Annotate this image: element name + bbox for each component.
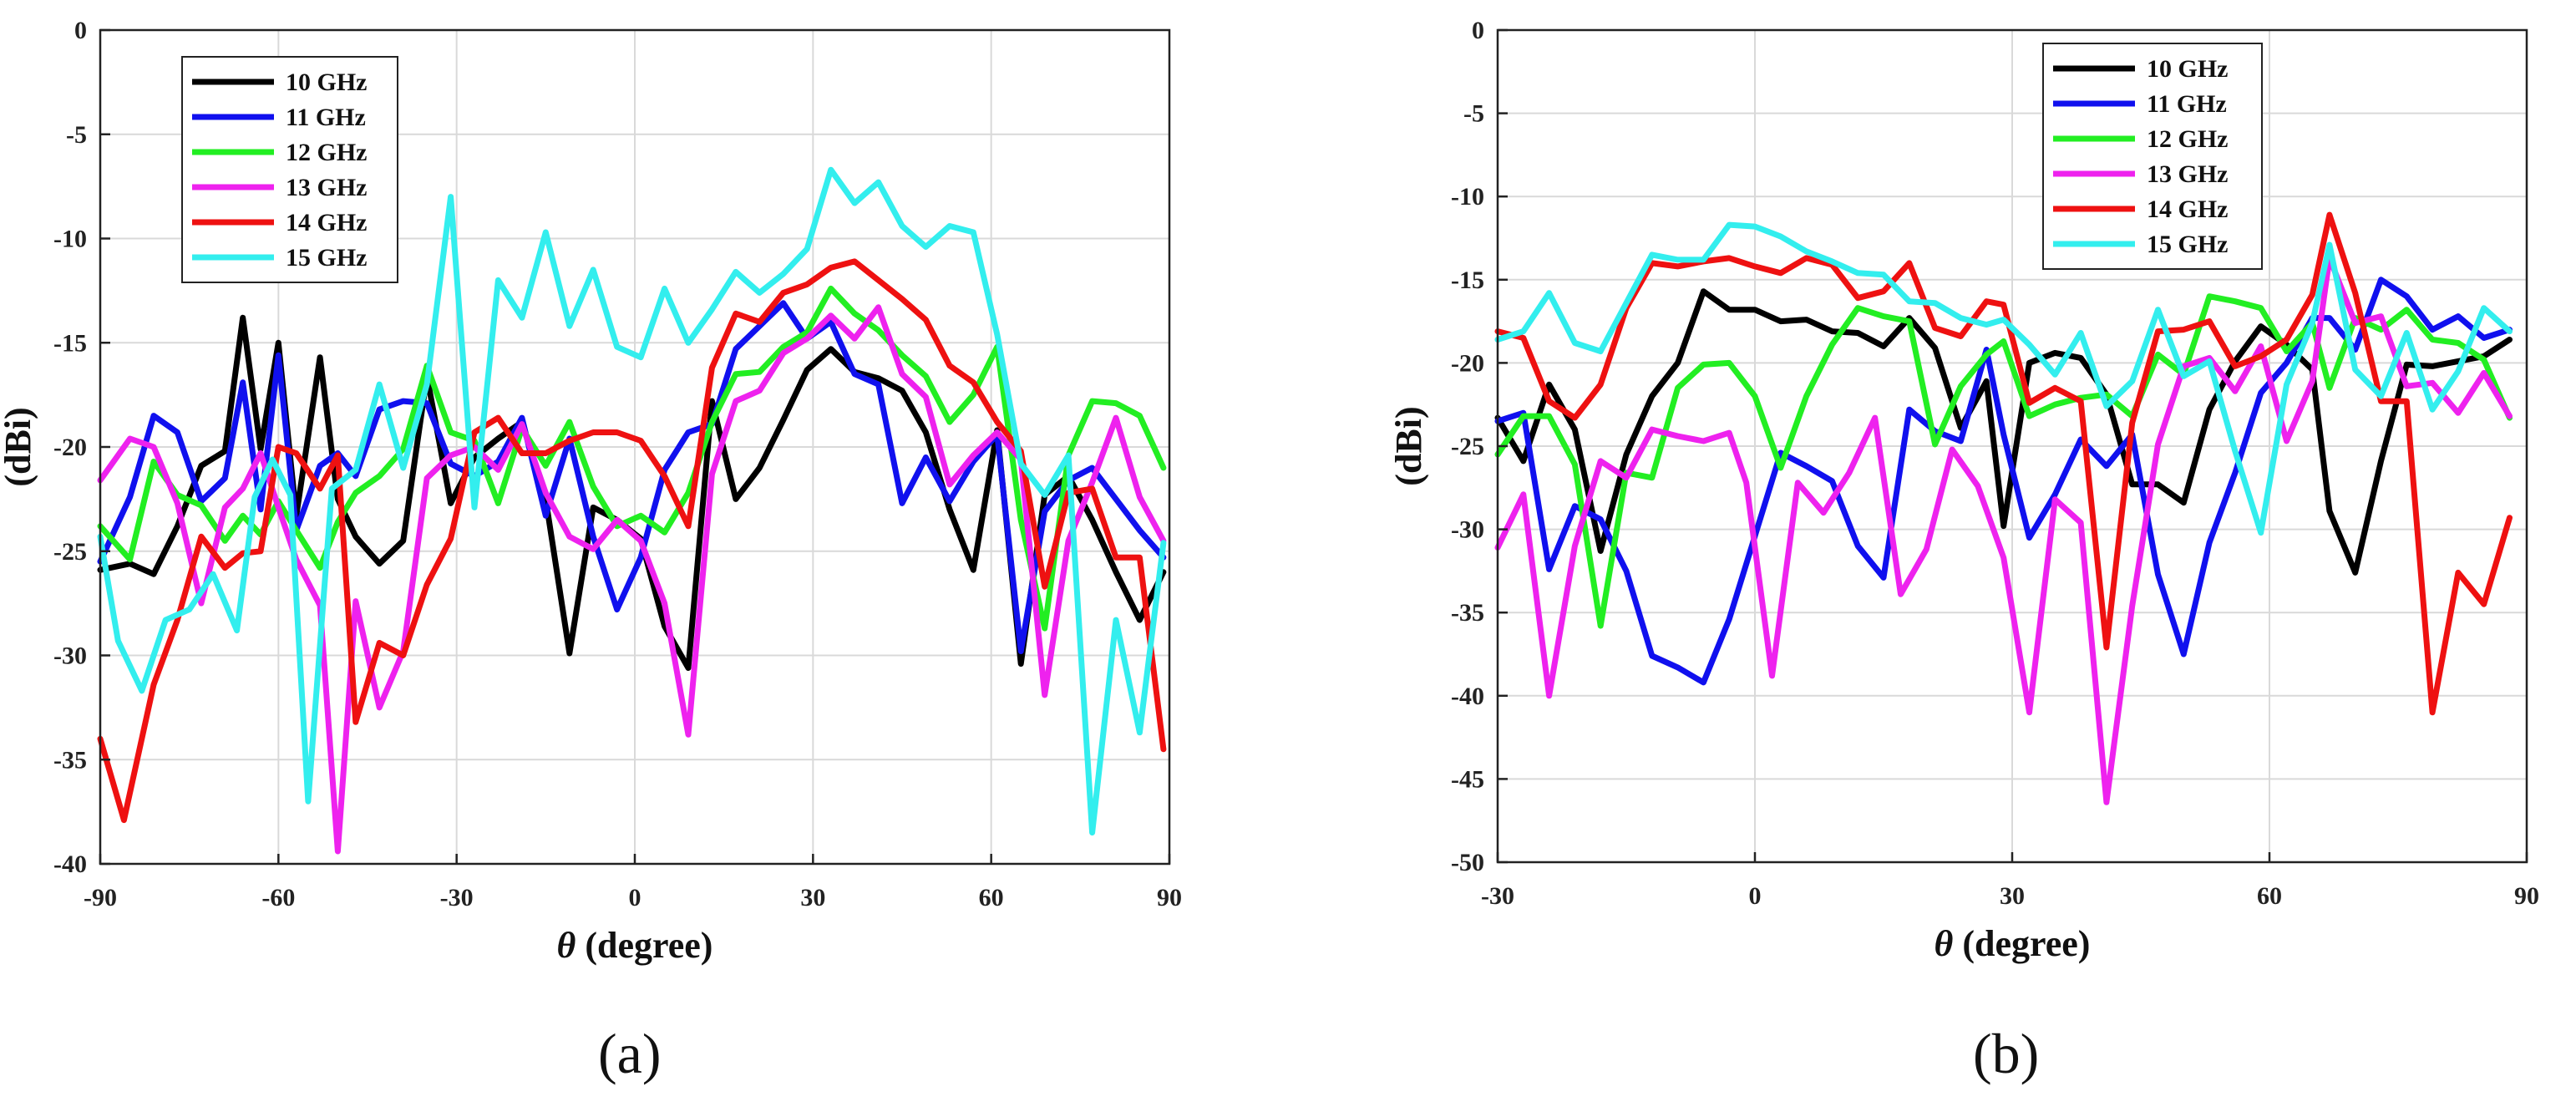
grid-b — [1497, 29, 2528, 863]
series-line-12-ghz — [1494, 293, 2513, 629]
series-line-10-ghz — [1494, 288, 2513, 576]
x-tick-label: 90 — [2514, 882, 2539, 910]
x-axis-label: θ (degree) — [1935, 923, 2091, 964]
y-tick-label: -5 — [1463, 100, 1484, 128]
panel-label-b: (b) — [1973, 1022, 2040, 1085]
y-tick-label: -25 — [53, 538, 87, 566]
panel-label-a: (a) — [598, 1022, 662, 1085]
ticks-b: -30 0 30 60 90 0 -5 -10 -15 -20 -25 -30 -35 -40 -45 -50 — [1451, 17, 2539, 910]
legend-box — [2042, 43, 2263, 270]
x-tick-label: 0 — [629, 884, 641, 911]
y-tick-label: -15 — [53, 329, 87, 357]
legend-entry: 10 GHz — [286, 69, 368, 96]
x-tick-label: -30 — [440, 884, 474, 911]
y-axis-label: (dBi) — [1388, 406, 1429, 485]
x-tick-label: 90 — [1157, 884, 1182, 911]
legend-box — [181, 56, 398, 283]
y-tick-label: -50 — [1451, 849, 1484, 876]
series-line-15-ghz — [1494, 221, 2513, 536]
y-tick-label: -40 — [53, 850, 87, 878]
y-tick-label: -25 — [1451, 433, 1484, 460]
y-tick-label: -30 — [53, 642, 87, 670]
y-tick-label: 0 — [1472, 17, 1484, 44]
y-axis-label: (dBi) — [0, 407, 38, 486]
legend-entry: 10 GHz — [2147, 55, 2229, 83]
x-tick-label: 30 — [2000, 882, 2025, 910]
y-tick-label: -10 — [53, 226, 87, 253]
legend-entry: 11 GHz — [2147, 90, 2227, 118]
legend-entry: 13 GHz — [286, 174, 368, 201]
y-tick-label: -40 — [1451, 683, 1484, 710]
y-tick-label: -15 — [1451, 267, 1484, 294]
y-tick-label: -20 — [53, 434, 87, 461]
legend-entry: 12 GHz — [286, 139, 368, 166]
legend-entry: 14 GHz — [2147, 195, 2229, 223]
x-tick-label: -90 — [84, 884, 117, 911]
y-tick-label: -30 — [1451, 516, 1484, 544]
legend-a: 10 GHz 11 GHz 12 GHz 13 GHz 14 GHz 15 GHz — [181, 56, 398, 283]
y-tick-label: -35 — [1451, 599, 1484, 627]
legend-entry: 12 GHz — [2147, 125, 2229, 153]
x-tick-label: 60 — [979, 884, 1004, 911]
x-tick-label: 0 — [1749, 882, 1762, 910]
x-tick-label: -30 — [1481, 882, 1514, 910]
chart-b: -30 0 30 60 90 0 -5 -10 -15 -20 -25 -30 -35 -40 -45 -50… — [1388, 17, 2539, 964]
legend-entry: 15 GHz — [2147, 231, 2229, 258]
y-tick-label: -10 — [1451, 183, 1484, 211]
series-group-b — [1494, 211, 2513, 805]
y-tick-label: -20 — [1451, 349, 1484, 377]
series-line-11-ghz — [97, 300, 1167, 654]
x-axis-label: θ (degree) — [557, 925, 713, 966]
series-group-a — [97, 166, 1167, 855]
legend-b: 10 GHz 11 GHz 12 GHz 13 GHz 14 GHz 15 GHz — [2042, 43, 2263, 270]
legend-entry: 14 GHz — [286, 209, 368, 236]
series-line-14-ghz — [1494, 211, 2513, 716]
series-line-15-ghz — [97, 166, 1167, 836]
y-tick-label: 0 — [74, 17, 87, 44]
x-tick-label: -60 — [261, 884, 295, 911]
y-tick-label: -5 — [66, 121, 87, 149]
x-tick-label: 30 — [800, 884, 825, 911]
legend-entry: 15 GHz — [286, 244, 368, 272]
y-tick-label: -45 — [1451, 765, 1484, 793]
series-line-11-ghz — [1494, 277, 2513, 686]
legend-entry: 11 GHz — [286, 104, 366, 131]
chart-a: -90 -60 -30 0 30 60 90 0 -5 -10 -15 -20 -25 -30 -35 -40… — [0, 17, 1182, 966]
series-line-14-ghz — [97, 258, 1167, 824]
x-tick-label: 60 — [2257, 882, 2282, 910]
legend-entry: 13 GHz — [2147, 160, 2229, 188]
series-line-12-ghz — [97, 285, 1167, 632]
ticks-a: -90 -60 -30 0 30 60 90 0 -5 -10 -15 -20 -25 -30 -35 -40 — [53, 17, 1182, 911]
y-tick-label: -35 — [53, 746, 87, 774]
